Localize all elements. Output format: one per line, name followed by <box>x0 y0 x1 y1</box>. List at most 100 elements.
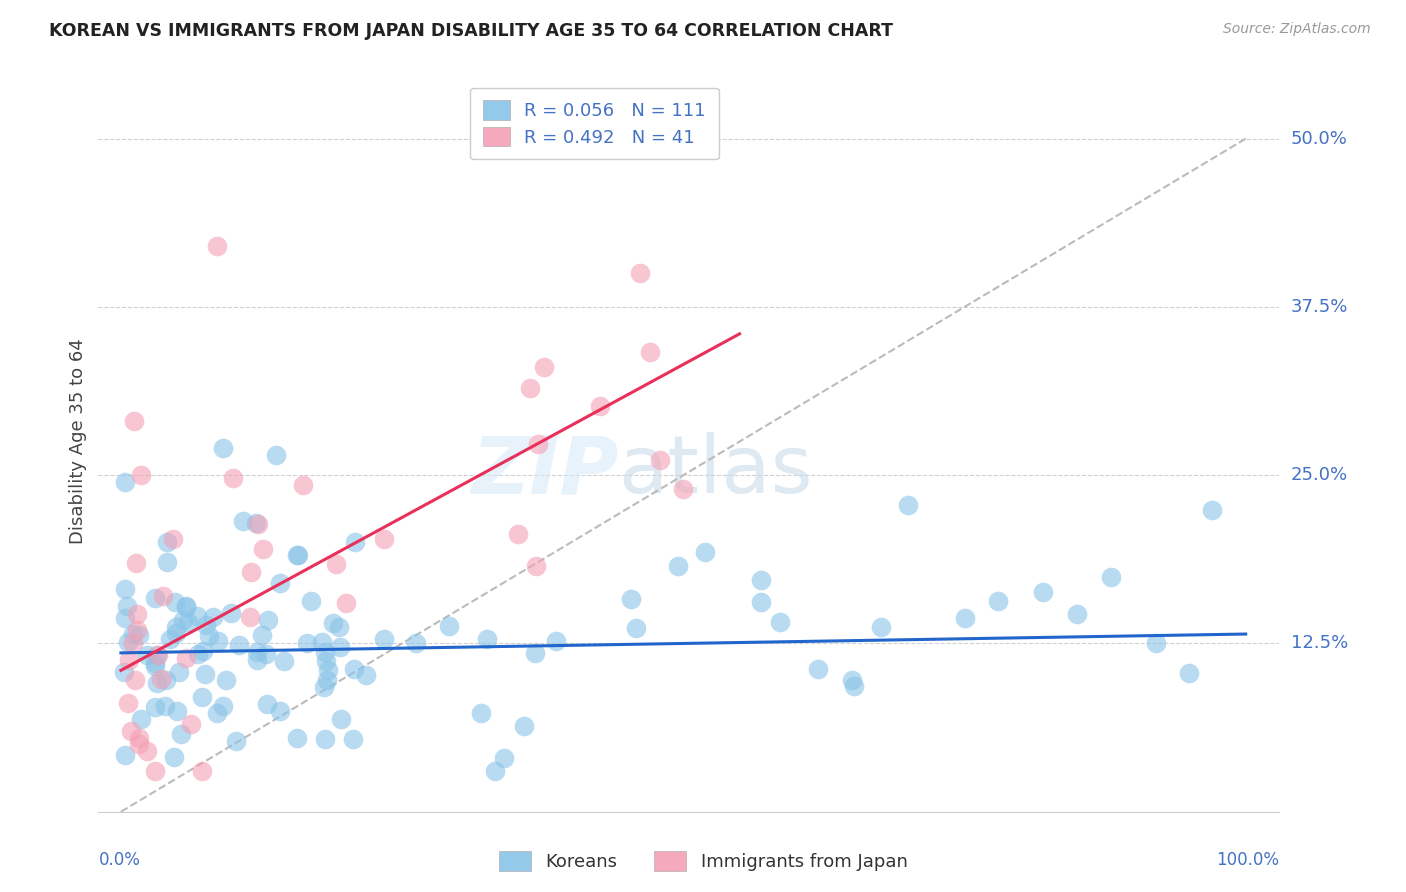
Text: 50.0%: 50.0% <box>1291 129 1347 148</box>
Point <box>145 648 167 662</box>
Point <box>373 632 395 647</box>
Point <box>842 680 865 694</box>
Point <box>524 558 547 573</box>
Point <box>174 599 197 614</box>
Point <box>405 636 427 650</box>
Point <box>201 609 224 624</box>
Text: KOREAN VS IMMIGRANTS FROM JAPAN DISABILITY AGE 35 TO 64 CORRELATION CHART: KOREAN VS IMMIGRANTS FROM JAPAN DISABILI… <box>49 22 893 40</box>
Point <box>187 648 209 662</box>
Text: 0.0%: 0.0% <box>98 851 141 869</box>
Point <box>1066 607 1088 622</box>
Point <box>177 615 200 629</box>
Point <box>870 620 893 634</box>
Point <box>245 516 267 530</box>
Point <box>316 663 339 677</box>
Point <box>191 690 214 704</box>
Legend: R = 0.056   N = 111, R = 0.492   N = 41: R = 0.056 N = 111, R = 0.492 N = 41 <box>470 87 718 159</box>
Point <box>165 626 187 640</box>
Text: ZIP: ZIP <box>471 432 619 510</box>
Point <box>114 610 136 624</box>
Point <box>897 498 920 512</box>
Point <box>285 731 308 745</box>
Point <box>987 594 1010 608</box>
Point <box>143 700 166 714</box>
Point <box>156 535 179 549</box>
Point <box>470 706 492 720</box>
Point <box>751 595 773 609</box>
Point <box>232 514 254 528</box>
Point <box>166 704 188 718</box>
Point <box>194 667 217 681</box>
Point <box>222 471 245 485</box>
Point <box>156 555 179 569</box>
Point <box>269 704 291 718</box>
Point <box>533 359 555 374</box>
Point <box>512 719 534 733</box>
Point <box>315 673 337 687</box>
Point <box>225 734 247 748</box>
Point <box>112 665 135 680</box>
Point <box>693 544 716 558</box>
Point <box>523 646 546 660</box>
Y-axis label: Disability Age 35 to 64: Disability Age 35 to 64 <box>69 339 87 544</box>
Point <box>295 636 318 650</box>
Point <box>638 345 661 359</box>
Point <box>519 381 541 395</box>
Point <box>114 748 136 763</box>
Text: Source: ZipAtlas.com: Source: ZipAtlas.com <box>1223 22 1371 37</box>
Point <box>193 644 215 658</box>
Point <box>155 673 177 687</box>
Point <box>120 723 142 738</box>
Point <box>146 676 169 690</box>
Point <box>118 653 141 667</box>
Point <box>285 548 308 562</box>
Point <box>343 662 366 676</box>
Point <box>250 628 273 642</box>
Point <box>246 653 269 667</box>
Point <box>186 609 208 624</box>
Point <box>322 615 344 630</box>
Text: 25.0%: 25.0% <box>1291 467 1348 484</box>
Point <box>437 619 460 633</box>
Point <box>159 632 181 646</box>
Point <box>127 623 149 637</box>
Text: 100.0%: 100.0% <box>1216 851 1279 869</box>
Point <box>484 764 506 779</box>
Point <box>143 591 166 605</box>
Point <box>666 559 689 574</box>
Point <box>117 635 139 649</box>
Point <box>117 696 139 710</box>
Point <box>215 673 238 688</box>
Point <box>626 621 648 635</box>
Point <box>299 593 322 607</box>
Point <box>769 615 792 630</box>
Point <box>207 634 229 648</box>
Point <box>205 706 228 720</box>
Point <box>291 478 314 492</box>
Point <box>172 613 194 627</box>
Point <box>807 662 830 676</box>
Point <box>672 482 695 496</box>
Point <box>228 638 250 652</box>
Point <box>165 620 187 634</box>
Point <box>628 266 651 280</box>
Point <box>122 414 145 428</box>
Point <box>1099 570 1122 584</box>
Point <box>342 732 364 747</box>
Point <box>506 526 529 541</box>
Point <box>219 606 242 620</box>
Point <box>143 657 166 671</box>
Point <box>1032 585 1054 599</box>
Point <box>335 596 357 610</box>
Point <box>343 535 366 549</box>
Point <box>526 436 548 450</box>
Point <box>125 607 148 621</box>
Point <box>153 699 176 714</box>
Point <box>354 668 377 682</box>
Point <box>143 658 166 673</box>
Point <box>477 632 499 646</box>
Point <box>152 589 174 603</box>
Point <box>212 442 235 456</box>
Point <box>136 744 159 758</box>
Point <box>1144 636 1167 650</box>
